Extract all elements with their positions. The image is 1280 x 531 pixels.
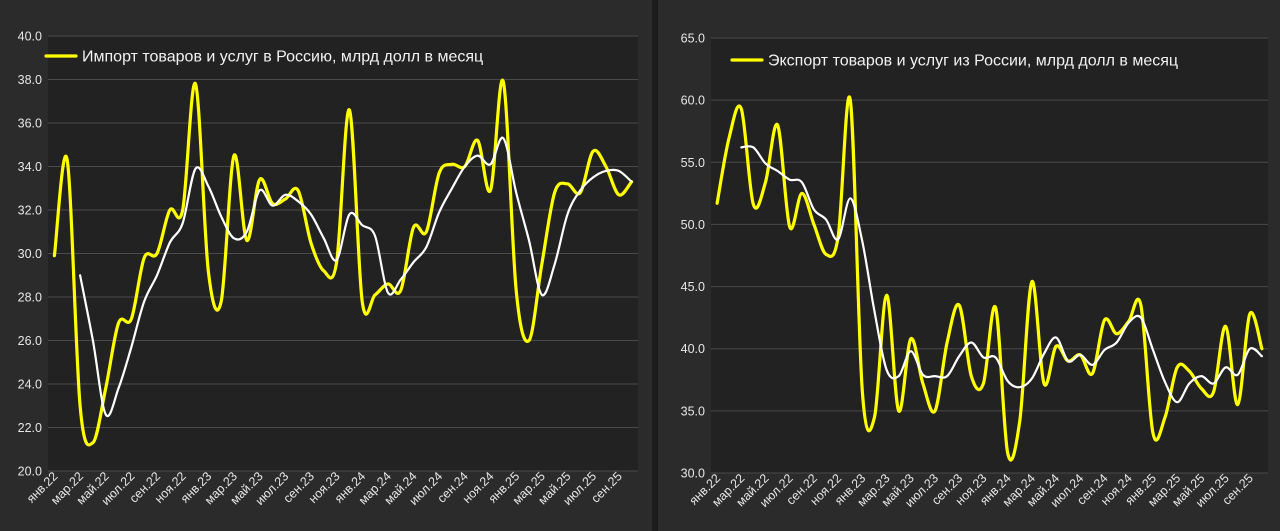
- y-tick-label: 40.0: [18, 30, 42, 44]
- export-chart-panel: 30.0 35.0 40.0 45.0 50.0 55.0 60.0 65.0 янв.22 ма…: [658, 0, 1280, 531]
- import-chart: 20.0 22.0 24.0 26.0 28.0 30.0 32.0 34.0 36.0 38.0…: [18, 30, 638, 508]
- y-tick-label: 22.0: [18, 421, 42, 435]
- series-line-monthly: [52, 78, 634, 447]
- legend-label: Экспорт товаров и услуг из России, млрд …: [768, 53, 1178, 70]
- y-tick-label: 20.0: [18, 465, 42, 479]
- legend-label: Импорт товаров и услуг в Россию, млрд до…: [82, 49, 483, 66]
- y-tick-label: 55.0: [681, 156, 705, 170]
- y-tick-label: 30.0: [681, 467, 705, 481]
- plot-area: [711, 38, 1268, 473]
- y-tick-label: 26.0: [18, 334, 42, 348]
- y-tick-label: 50.0: [681, 218, 705, 232]
- y-tick-label: 24.0: [18, 378, 42, 392]
- y-tick-label: 40.0: [681, 342, 705, 356]
- series-line-monthly: [715, 95, 1264, 462]
- import-chart-panel: 20.0 22.0 24.0 26.0 28.0 30.0 32.0 34.0 36.0 38.0…: [17, 29, 638, 508]
- y-tick-label: 35.0: [681, 404, 705, 418]
- y-tick-label: 60.0: [681, 94, 705, 108]
- y-tick-label: 38.0: [18, 73, 42, 87]
- y-tick-label: 32.0: [18, 204, 42, 218]
- y-tick-label: 28.0: [18, 291, 42, 305]
- y-tick-label: 45.0: [681, 280, 705, 294]
- panel-divider: [652, 0, 658, 531]
- y-tick-label: 34.0: [18, 160, 42, 174]
- series-line-average: [79, 136, 633, 418]
- series-line-average: [740, 145, 1263, 404]
- y-tick-label: 30.0: [18, 247, 42, 261]
- export-chart: 30.035.040.045.050.055.060.065.0янв.22ма…: [681, 32, 1268, 510]
- y-tick-label: 36.0: [18, 117, 42, 131]
- y-tick-label: 65.0: [681, 32, 705, 46]
